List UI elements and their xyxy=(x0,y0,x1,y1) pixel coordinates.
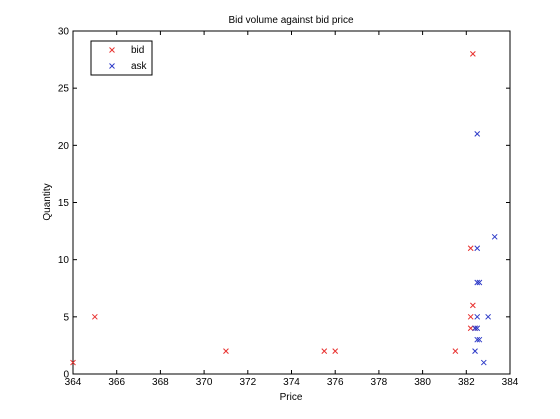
y-tick-label: 25 xyxy=(58,84,70,95)
ask-point xyxy=(472,348,478,354)
x-tick-label: 384 xyxy=(502,377,519,388)
y-tick-label: 15 xyxy=(58,198,70,209)
x-tick-label: 372 xyxy=(239,377,256,388)
bid-point xyxy=(467,325,474,332)
ask-point xyxy=(474,325,481,332)
ask-point xyxy=(474,313,481,320)
ask-point xyxy=(485,313,492,320)
bid-point xyxy=(470,302,476,309)
plot-area xyxy=(72,30,511,375)
y-tick-label: 5 xyxy=(63,312,69,323)
axis-ticks xyxy=(72,30,511,375)
ask-point xyxy=(474,336,481,343)
axis-tick-labels: 364 366 368 370 372 374 376 378 380 382 384 0 5 10 15 2… xyxy=(58,27,519,389)
bid-point xyxy=(91,313,98,320)
ask-point xyxy=(474,245,481,252)
x-tick-label: 380 xyxy=(414,377,431,388)
legend-marker-bid xyxy=(109,47,115,53)
bid-point xyxy=(70,359,76,366)
ask-point xyxy=(476,336,483,343)
bid-point xyxy=(467,245,474,252)
x-tick-label: 382 xyxy=(458,377,475,388)
x-tick-label: 366 xyxy=(108,377,125,388)
y-tick-label: 10 xyxy=(58,255,70,266)
chart-title: Bid volume against bid price xyxy=(228,15,354,26)
x-tick-label: 370 xyxy=(196,377,213,388)
x-tick-label: 374 xyxy=(283,377,300,388)
y-axis-label: Quantity xyxy=(42,183,53,220)
x-tick-label: 378 xyxy=(371,377,388,388)
legend-label-bid: bid xyxy=(131,45,144,56)
x-tick-label: 364 xyxy=(65,377,82,388)
ask-point xyxy=(474,279,481,286)
y-tick-label: 20 xyxy=(58,141,70,152)
legend-marker-ask xyxy=(109,63,115,69)
bid-point xyxy=(332,348,339,354)
x-tick-label: 376 xyxy=(327,377,344,388)
bid-point xyxy=(321,348,328,354)
legend-box xyxy=(90,40,153,76)
data-markers xyxy=(70,51,498,366)
ask-point xyxy=(491,233,498,240)
x-axis-label: Price xyxy=(280,392,303,403)
y-tick-label: 30 xyxy=(58,27,70,38)
ask-point xyxy=(480,359,487,366)
x-tick-label: 368 xyxy=(152,377,169,388)
legend-label-ask: ask xyxy=(131,61,148,72)
legend: bid ask xyxy=(90,40,153,76)
ask-point xyxy=(476,279,483,286)
bid-point xyxy=(467,313,474,320)
bid-point xyxy=(470,51,476,57)
y-tick-label: 0 xyxy=(63,370,69,381)
bid-point xyxy=(452,348,459,354)
bid-point xyxy=(223,348,229,354)
legend-markers xyxy=(109,47,115,69)
ask-point xyxy=(472,325,478,332)
ask-point xyxy=(474,131,481,137)
